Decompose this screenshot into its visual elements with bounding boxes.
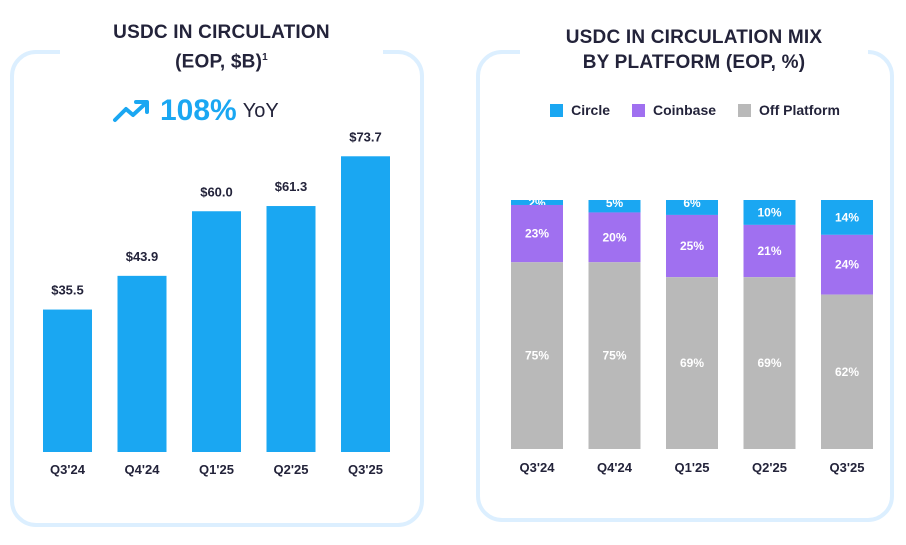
circulation-value-label-4: $61.3 (275, 179, 308, 194)
circle-segment-5 (821, 200, 873, 235)
coinbase-segment-label-1: 23% (525, 227, 549, 241)
circle-segment-3 (666, 200, 718, 215)
circle-segment-2 (588, 200, 641, 213)
coinbase-segment-1 (511, 204, 563, 263)
circulation-bar-1 (43, 309, 92, 452)
circulation-value-label-3: $60.0 (200, 184, 233, 199)
legend-label-off-platform: Off Platform (759, 102, 840, 118)
circulation-bar-2 (117, 275, 167, 452)
circulation-bar-5 (341, 156, 390, 452)
coinbase-segment-label-4: 21% (757, 244, 781, 258)
mix-category-label-2: Q4'24 (597, 460, 633, 475)
circulation-title-line2: (EOP, $B)1 (64, 45, 379, 74)
yoy-value: 108% (160, 94, 237, 127)
circulation-category-label-4: Q2'25 (274, 462, 309, 477)
circulation-title-line1: USDC IN CIRCULATION (113, 22, 330, 43)
circulation-value-label-5: $73.7 (349, 129, 382, 144)
yoy-label: YoY (242, 99, 279, 122)
circulation-bar-3 (192, 211, 241, 452)
mix-title-line1: USDC IN CIRCULATION MIX (565, 27, 823, 48)
circle-segment-label-4: 10% (757, 205, 781, 219)
coinbase-segment-4 (743, 224, 796, 278)
circulation-category-label-3: Q1'25 (199, 462, 234, 477)
off-platform-segment-4 (743, 277, 796, 449)
coinbase-segment-label-3: 25% (680, 239, 704, 253)
mix-category-label-3: Q1'25 (675, 460, 710, 475)
circle-segment-label-3: 6% (683, 196, 701, 210)
circulation-category-label-1: Q3'24 (50, 462, 86, 477)
circulation-bar-4 (266, 206, 316, 452)
footnote-marker: 1 (262, 52, 268, 63)
circulation-title-text: (EOP, $B) (175, 51, 263, 73)
off-platform-segment-label-2: 75% (602, 349, 626, 363)
legend-swatch-circle (550, 103, 564, 117)
coinbase-segment-3 (666, 214, 718, 278)
off-platform-segment-5 (821, 294, 873, 449)
legend-item-coinbase: Coinbase (632, 102, 716, 118)
trending-up-icon (113, 100, 149, 122)
off-platform-segment-label-3: 69% (680, 356, 704, 370)
mix-chart-title: USDC IN CIRCULATION MIX BY PLATFORM (EOP… (520, 25, 868, 75)
mix-category-label-1: Q3'24 (520, 460, 556, 475)
circle-segment-label-2: 5% (606, 196, 624, 210)
circulation-value-label-1: $35.5 (51, 283, 84, 298)
off-platform-segment-label-1: 75% (525, 349, 549, 363)
off-platform-segment-2 (588, 262, 641, 449)
off-platform-segment-label-5: 62% (835, 365, 859, 379)
off-platform-segment-1 (511, 262, 563, 449)
coinbase-segment-2 (588, 212, 641, 263)
circle-segment-4 (743, 200, 796, 225)
circulation-chart-title: USDC IN CIRCULATION (EOP, $B)1 (60, 20, 383, 75)
coinbase-segment-label-5: 24% (835, 258, 859, 272)
off-platform-segment-label-4: 69% (757, 356, 781, 370)
circle-segment-1 (511, 200, 563, 205)
legend-item-circle: Circle (550, 102, 610, 118)
circulation-category-label-5: Q3'25 (348, 462, 383, 477)
legend-swatch-coinbase (632, 103, 645, 117)
legend-item-off-platform: Off Platform (738, 102, 840, 118)
legend-swatch-off-platform (738, 103, 752, 117)
mix-legend: Circle Coinbase Off Platform (530, 100, 860, 120)
yoy-growth-annotation: 108% YoY (112, 93, 279, 129)
circle-segment-label-5: 14% (835, 210, 859, 224)
off-platform-segment-3 (666, 277, 718, 449)
legend-label-circle: Circle (571, 102, 610, 118)
coinbase-segment-5 (821, 234, 873, 295)
circulation-category-label-2: Q4'24 (125, 462, 161, 477)
coinbase-segment-label-2: 20% (602, 230, 626, 244)
mix-category-label-5: Q3'25 (830, 460, 865, 475)
mix-category-label-4: Q2'25 (752, 460, 787, 475)
circulation-value-label-2: $43.9 (126, 249, 159, 264)
legend-label-coinbase: Coinbase (653, 102, 717, 118)
mix-title-line2: BY PLATFORM (EOP, %) (582, 52, 806, 73)
